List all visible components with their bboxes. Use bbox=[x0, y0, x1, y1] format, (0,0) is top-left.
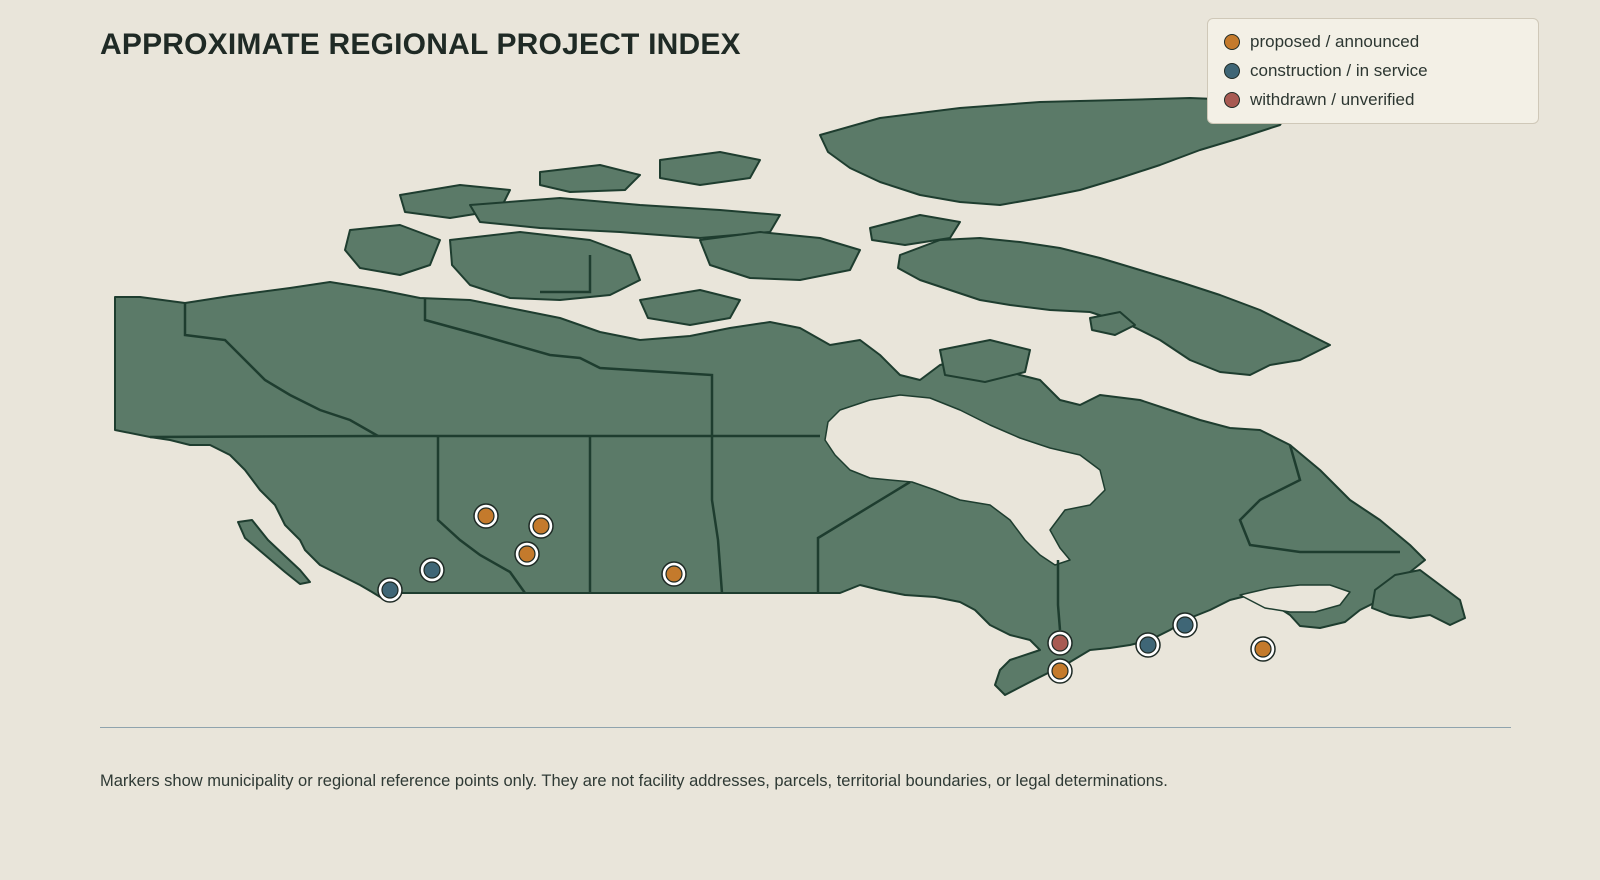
hudson-bay bbox=[824, 394, 1106, 566]
ontario-quebec-boundary bbox=[1056, 560, 1062, 631]
marker-dot bbox=[1254, 640, 1272, 658]
footnote: Markers show municipality or regional re… bbox=[100, 772, 1168, 790]
sask-manitoba-boundary bbox=[710, 436, 724, 594]
legend-label: proposed / announced bbox=[1250, 31, 1420, 51]
legend: proposed / announced construction / in s… bbox=[1207, 18, 1539, 124]
marker-dot bbox=[1176, 616, 1194, 634]
manitoba-ontario-boundary bbox=[816, 480, 911, 593]
marker-dot bbox=[1139, 636, 1157, 654]
newfoundland bbox=[1371, 569, 1466, 626]
marker-dot bbox=[1051, 662, 1069, 680]
banks-island bbox=[344, 224, 441, 276]
arctic-island-1 bbox=[659, 151, 761, 186]
arctic-island-6 bbox=[639, 289, 741, 326]
marker-proposed[interactable] bbox=[528, 513, 554, 539]
legend-item-withdrawn: withdrawn / unverified bbox=[1224, 85, 1522, 114]
marker-dot bbox=[1051, 634, 1069, 652]
marker-proposed[interactable] bbox=[514, 541, 540, 567]
legend-swatch-construction bbox=[1224, 62, 1240, 79]
baffin-island bbox=[897, 237, 1331, 376]
legend-label: withdrawn / unverified bbox=[1250, 89, 1415, 109]
ellesmere-island bbox=[819, 97, 1291, 206]
page-title: APPROXIMATE REGIONAL PROJECT INDEX bbox=[100, 28, 741, 61]
arctic-island-5 bbox=[699, 231, 861, 281]
marker-construction[interactable] bbox=[419, 557, 445, 583]
marker-construction[interactable] bbox=[1135, 632, 1161, 658]
arctic-island-2 bbox=[539, 164, 641, 193]
marker-dot bbox=[477, 507, 495, 525]
marker-proposed[interactable] bbox=[473, 503, 499, 529]
vancouver-island bbox=[237, 519, 311, 585]
legend-item-construction: construction / in service bbox=[1224, 56, 1522, 85]
legend-item-proposed: proposed / announced bbox=[1224, 27, 1522, 56]
marker-dot bbox=[532, 517, 550, 535]
marker-proposed[interactable] bbox=[1047, 658, 1073, 684]
marker-dot bbox=[423, 561, 441, 579]
marker-construction[interactable] bbox=[377, 577, 403, 603]
legend-label: construction / in service bbox=[1250, 60, 1428, 80]
southampton-island bbox=[939, 339, 1031, 383]
quebec-labrador-boundary bbox=[1238, 444, 1400, 554]
marker-construction[interactable] bbox=[1172, 612, 1198, 638]
victoria-island bbox=[449, 231, 641, 301]
marker-proposed[interactable] bbox=[1250, 636, 1276, 662]
marker-dot bbox=[665, 565, 683, 583]
arctic-island-7 bbox=[869, 214, 961, 246]
marker-dot bbox=[381, 581, 399, 599]
yukon-nwt-boundary bbox=[183, 303, 379, 438]
arctic-island-divider bbox=[540, 255, 592, 294]
bc-alberta-boundary bbox=[436, 436, 527, 594]
latitude-60-boundary bbox=[149, 434, 820, 439]
nunavut-nwt-boundary bbox=[423, 298, 714, 436]
marker-withdrawn[interactable] bbox=[1047, 630, 1073, 656]
land-mass bbox=[114, 97, 1466, 696]
project-markers bbox=[377, 503, 1276, 684]
gulf-st-lawrence bbox=[1239, 584, 1351, 613]
boundaries bbox=[149, 255, 1400, 631]
marker-proposed[interactable] bbox=[661, 561, 687, 587]
marker-dot bbox=[518, 545, 536, 563]
legend-swatch-withdrawn bbox=[1224, 91, 1240, 108]
legend-swatch-proposed bbox=[1224, 33, 1240, 50]
arctic-island-8 bbox=[1089, 311, 1136, 336]
divider bbox=[100, 727, 1511, 728]
